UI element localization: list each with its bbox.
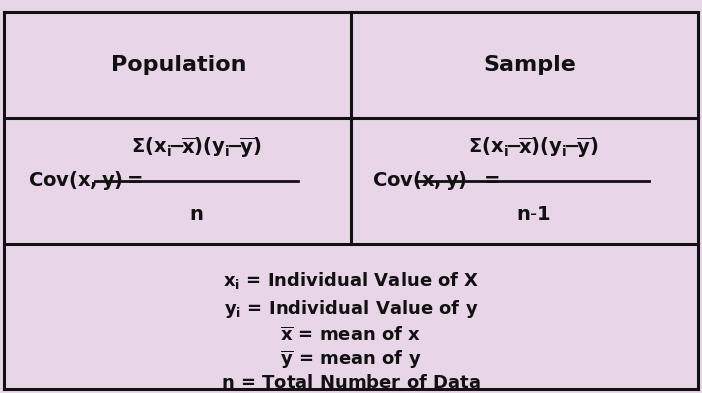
Text: $\mathbf{n\text{-}1}$: $\mathbf{n\text{-}1}$ bbox=[516, 205, 551, 224]
Text: $\mathbf{x_i}$ = Individual Value of X: $\mathbf{x_i}$ = Individual Value of X bbox=[223, 270, 479, 292]
Text: $\mathbf{n}$ = Total Number of Data: $\mathbf{n}$ = Total Number of Data bbox=[221, 374, 481, 392]
Text: $\mathbf{Cov(x,y) =}$: $\mathbf{Cov(x,y) =}$ bbox=[28, 169, 143, 192]
Text: $\mathbf{n}$: $\mathbf{n}$ bbox=[190, 205, 204, 224]
Text: $\mathbf{\overline{x}}$ = mean of x: $\mathbf{\overline{x}}$ = mean of x bbox=[280, 327, 422, 345]
Text: $\mathbf{\Sigma(x_i\!\mathbf{-}\!\overline{x})(y_i\!\mathbf{-}\!\overline{y})}$: $\mathbf{\Sigma(x_i\!\mathbf{-}\!\overli… bbox=[131, 135, 262, 160]
Text: $\mathbf{\Sigma(x_i\!\mathbf{-}\!\overline{x})(y_i\!\mathbf{-}\!\overline{y})}$: $\mathbf{\Sigma(x_i\!\mathbf{-}\!\overli… bbox=[468, 135, 599, 160]
Text: Sample: Sample bbox=[484, 55, 576, 75]
Text: $\mathbf{y_i}$ = Individual Value of y: $\mathbf{y_i}$ = Individual Value of y bbox=[224, 298, 478, 320]
Text: Population: Population bbox=[111, 55, 247, 75]
Text: $\mathbf{\overline{y}}$ = mean of y: $\mathbf{\overline{y}}$ = mean of y bbox=[280, 348, 422, 371]
Text: $\mathbf{Cov(x,y)\ \ =}$: $\mathbf{Cov(x,y)\ \ =}$ bbox=[372, 169, 500, 192]
